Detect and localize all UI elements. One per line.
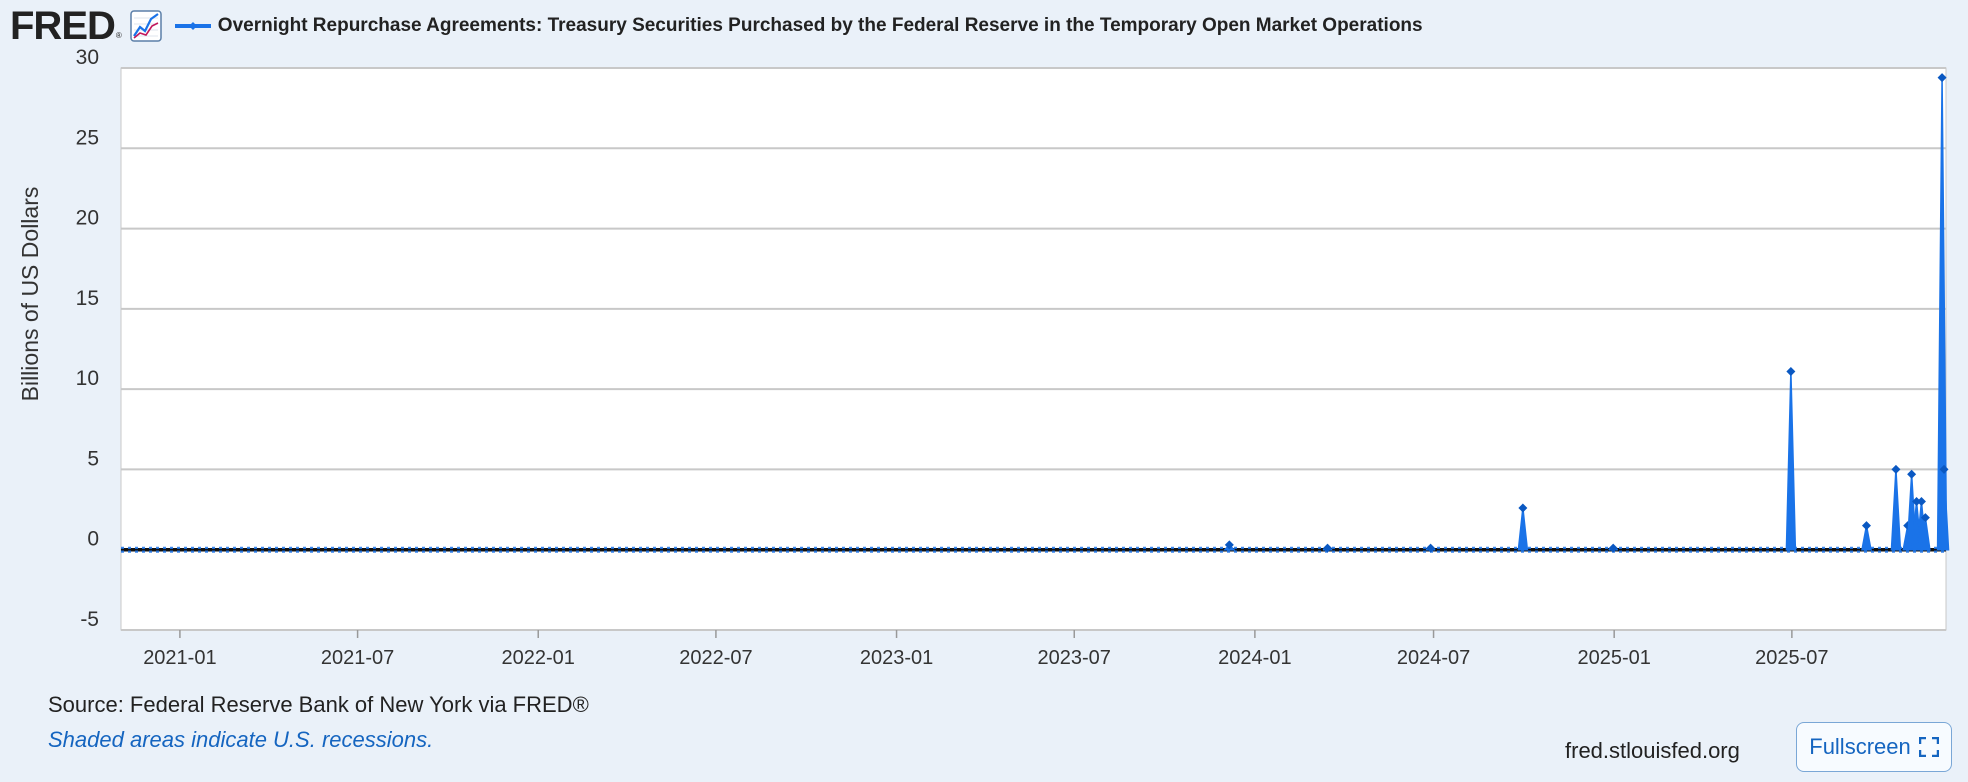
y-tick-label: 0 xyxy=(87,528,99,551)
header: FRED ® Overnight Repurchase Agreements: … xyxy=(10,6,1423,46)
series-spike xyxy=(1938,469,1950,551)
data-point-marker[interactable] xyxy=(1907,469,1917,479)
x-tick-label: 2024-01 xyxy=(1218,647,1291,669)
x-tick-label: 2022-01 xyxy=(502,647,575,669)
data-point-marker[interactable] xyxy=(1939,464,1949,474)
data-point-marker[interactable] xyxy=(1891,464,1901,474)
y-axis-ticks: -5 0 5 10 15 20 25 30 xyxy=(76,46,99,631)
expand-icon xyxy=(1918,737,1939,757)
legend-series-swatch-icon xyxy=(174,22,211,30)
y-tick-label: 15 xyxy=(76,287,99,310)
series-spike xyxy=(1785,371,1797,551)
data-point-marker[interactable] xyxy=(1608,543,1618,553)
x-axis-ticks: 2021-01 2021-07 2022-01 2022-07 2023-01 2023-… xyxy=(143,630,1829,669)
data-point-marker[interactable] xyxy=(1426,543,1436,553)
series-spike xyxy=(1861,525,1872,551)
recession-note: Shaded areas indicate U.S. recessions. xyxy=(48,727,434,752)
y-tick-label: 30 xyxy=(76,46,99,69)
site-url-link[interactable]: fred.stlouisfed.org xyxy=(1565,738,1740,763)
x-tick-label: 2025-07 xyxy=(1755,647,1828,669)
y-axis-label: Billions of US Dollars xyxy=(17,187,43,402)
series-spike xyxy=(1920,517,1931,551)
chart-title[interactable]: Overnight Repurchase Agreements: Treasur… xyxy=(217,15,1423,36)
plot-area xyxy=(120,67,1947,631)
x-tick-label: 2021-07 xyxy=(321,647,394,669)
source-note: Source: Federal Reserve Bank of New York… xyxy=(48,692,589,717)
data-point-marker[interactable] xyxy=(1920,513,1930,523)
data-point-marker[interactable] xyxy=(1937,73,1947,83)
data-point-marker[interactable] xyxy=(1912,497,1922,507)
data-point-marker[interactable] xyxy=(1786,366,1796,376)
fred-logo-registered-mark: ® xyxy=(115,31,122,40)
y-tick-label: 25 xyxy=(76,126,99,149)
series-spike xyxy=(1517,507,1529,551)
chart: -5 0 5 10 15 20 25 30 2021-01 2021-07 2022-01 2022… xyxy=(17,46,1950,669)
graph-icon[interactable] xyxy=(130,10,162,42)
fred-logo[interactable]: FRED xyxy=(10,4,116,48)
x-tick-label: 2023-07 xyxy=(1038,647,1111,669)
x-tick-label: 2022-07 xyxy=(679,647,752,669)
fullscreen-label: Fullscreen xyxy=(1809,734,1911,759)
series-spike xyxy=(1890,469,1902,551)
x-tick-label: 2021-01 xyxy=(143,647,216,669)
y-tick-label: 20 xyxy=(76,207,99,230)
data-point-marker[interactable] xyxy=(1224,540,1234,550)
data-point-marker[interactable] xyxy=(1916,497,1926,507)
x-tick-label: 2025-01 xyxy=(1577,647,1650,669)
series-layer xyxy=(121,73,1950,553)
data-point-marker[interactable] xyxy=(1518,503,1528,513)
data-point-marker[interactable] xyxy=(1323,543,1333,553)
y-tick-label: -5 xyxy=(80,608,99,631)
data-point-marker[interactable] xyxy=(1861,521,1871,531)
fullscreen-button[interactable]: Fullscreen xyxy=(1796,722,1952,772)
y-tick-label: 10 xyxy=(76,367,99,390)
x-tick-label: 2024-07 xyxy=(1397,647,1470,669)
y-tick-label: 5 xyxy=(87,447,99,470)
x-tick-label: 2023-01 xyxy=(860,647,933,669)
